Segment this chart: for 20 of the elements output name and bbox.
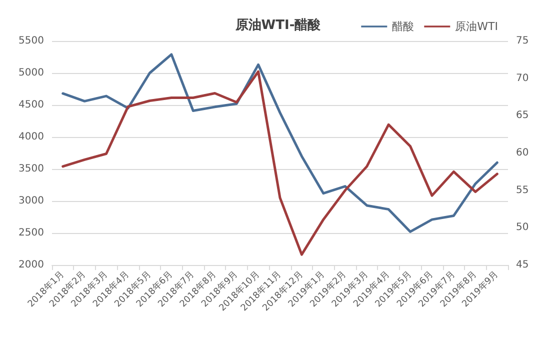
line-series: [62, 70, 498, 256]
line-series: [62, 53, 498, 233]
y2-tick-label: 50: [516, 222, 529, 234]
y-tick-label: 3500: [18, 164, 44, 174]
y-tick-label: 5000: [18, 68, 44, 78]
legend-label: 醋酸: [392, 20, 414, 33]
y2-tick-label: 65: [516, 110, 529, 122]
y-tick-label: 4000: [18, 132, 44, 142]
chart-title: 原油WTI-醋酸: [234, 17, 322, 33]
y2-tick-label: 55: [516, 184, 529, 196]
y2-tick-label: 60: [516, 148, 529, 158]
legend-label: 原油WTI: [455, 20, 498, 33]
y-tick-label: 3000: [18, 196, 44, 206]
y2-tick-label: 70: [516, 72, 529, 84]
y-tick-label: 4500: [18, 100, 44, 110]
y2-tick-label: 75: [516, 36, 529, 46]
y-tick-label: 5500: [18, 36, 44, 46]
y-tick-label: 2500: [18, 228, 44, 238]
y2-tick-label: 45: [516, 260, 529, 270]
y-tick-label: 2000: [18, 260, 44, 270]
